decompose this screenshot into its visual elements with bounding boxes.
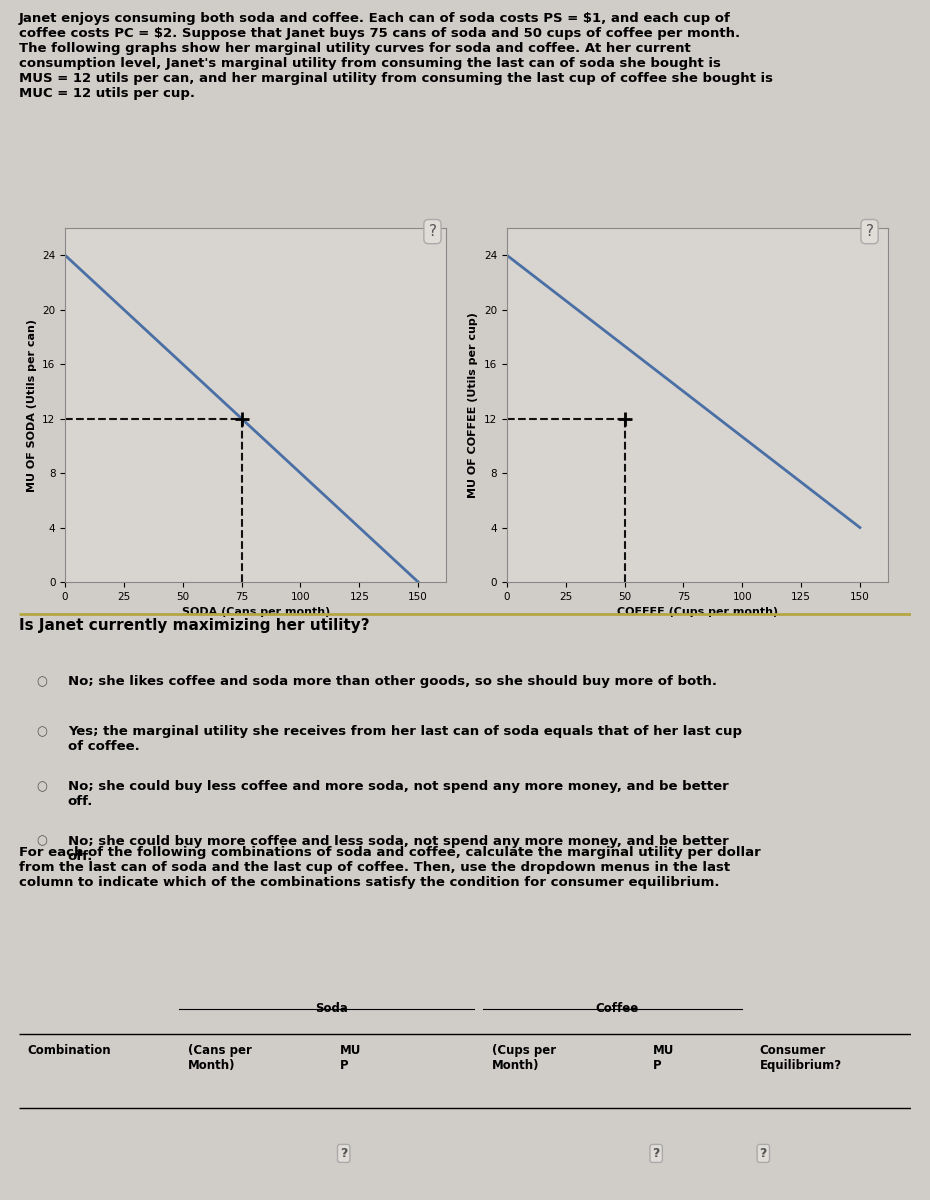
Text: ○: ○ bbox=[36, 780, 47, 793]
Text: ?: ? bbox=[866, 224, 873, 239]
Text: ○: ○ bbox=[36, 725, 47, 738]
Text: ?: ? bbox=[429, 224, 436, 239]
Text: No; she could buy more coffee and less soda, not spend any more money, and be be: No; she could buy more coffee and less s… bbox=[68, 835, 728, 863]
Text: Coffee: Coffee bbox=[595, 1002, 638, 1015]
Text: Is Janet currently maximizing her utility?: Is Janet currently maximizing her utilit… bbox=[19, 618, 369, 634]
Text: No; she likes coffee and soda more than other goods, so she should buy more of b: No; she likes coffee and soda more than … bbox=[68, 674, 717, 688]
Y-axis label: MU OF COFFEE (Utils per cup): MU OF COFFEE (Utils per cup) bbox=[469, 312, 478, 498]
Y-axis label: MU OF SODA (Utils per can): MU OF SODA (Utils per can) bbox=[27, 318, 36, 492]
Text: Combination: Combination bbox=[28, 1044, 112, 1057]
X-axis label: COFFEE (Cups per month): COFFEE (Cups per month) bbox=[617, 607, 778, 617]
X-axis label: SODA (Cans per month): SODA (Cans per month) bbox=[181, 607, 330, 617]
Text: ○: ○ bbox=[36, 674, 47, 688]
Text: Yes; the marginal utility she receives from her last can of soda equals that of : Yes; the marginal utility she receives f… bbox=[68, 725, 742, 754]
Text: MU
P: MU P bbox=[653, 1044, 674, 1073]
Text: (Cans per
Month): (Cans per Month) bbox=[188, 1044, 252, 1073]
Text: Soda: Soda bbox=[314, 1002, 348, 1015]
Text: Consumer
Equilibrium?: Consumer Equilibrium? bbox=[760, 1044, 842, 1073]
Text: (Cups per
Month): (Cups per Month) bbox=[492, 1044, 556, 1073]
Text: ?: ? bbox=[340, 1147, 348, 1160]
Text: ○: ○ bbox=[36, 835, 47, 847]
Text: Janet enjoys consuming both soda and coffee. Each can of soda costs PS = $1, and: Janet enjoys consuming both soda and cof… bbox=[19, 12, 773, 100]
Text: No; she could buy less coffee and more soda, not spend any more money, and be be: No; she could buy less coffee and more s… bbox=[68, 780, 728, 808]
Text: ?: ? bbox=[653, 1147, 660, 1160]
Text: For each of the following combinations of soda and coffee, calculate the margina: For each of the following combinations o… bbox=[19, 846, 761, 889]
Text: MU
P: MU P bbox=[340, 1044, 362, 1073]
Text: ?: ? bbox=[760, 1147, 767, 1160]
